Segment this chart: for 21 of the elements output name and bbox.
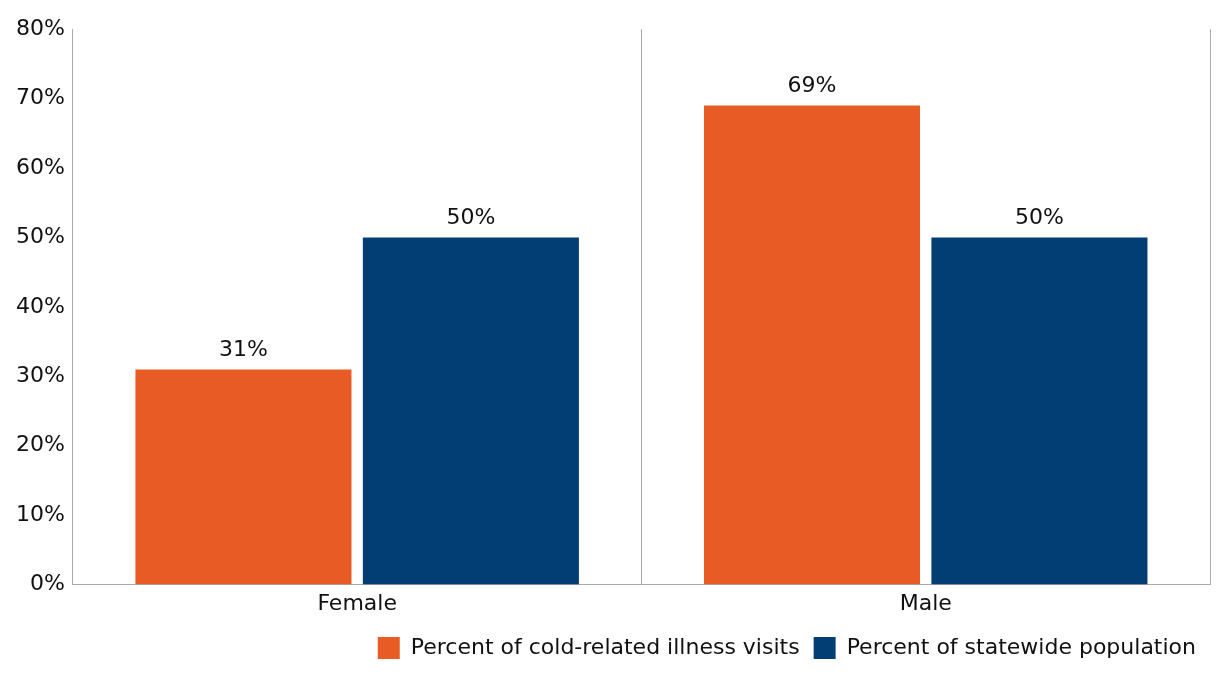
data-label: 31% (219, 336, 268, 362)
y-tick-label: 70% (15, 84, 65, 110)
y-tick-label: 0% (29, 570, 65, 596)
x-tick-label: Male (899, 589, 952, 615)
y-tick-label: 80% (15, 14, 65, 40)
y-tick-label: 50% (15, 223, 65, 249)
y-tick-label: 30% (15, 362, 65, 388)
data-label: 50% (446, 204, 496, 230)
bar (703, 105, 921, 585)
bar (135, 369, 352, 585)
legend-label: Percent of statewide population (846, 633, 1197, 659)
bar (362, 237, 579, 585)
y-tick-label: 40% (15, 292, 65, 318)
bar (931, 237, 1148, 585)
x-tick-label: Female (317, 589, 397, 615)
legend-label: Percent of cold-related illness visits (410, 633, 800, 659)
y-tick-label: 20% (15, 431, 65, 457)
y-tick-label: 10% (15, 500, 65, 526)
data-label: 69% (787, 72, 837, 98)
y-tick-label: 60% (15, 153, 65, 179)
data-label: 50% (1014, 204, 1064, 230)
